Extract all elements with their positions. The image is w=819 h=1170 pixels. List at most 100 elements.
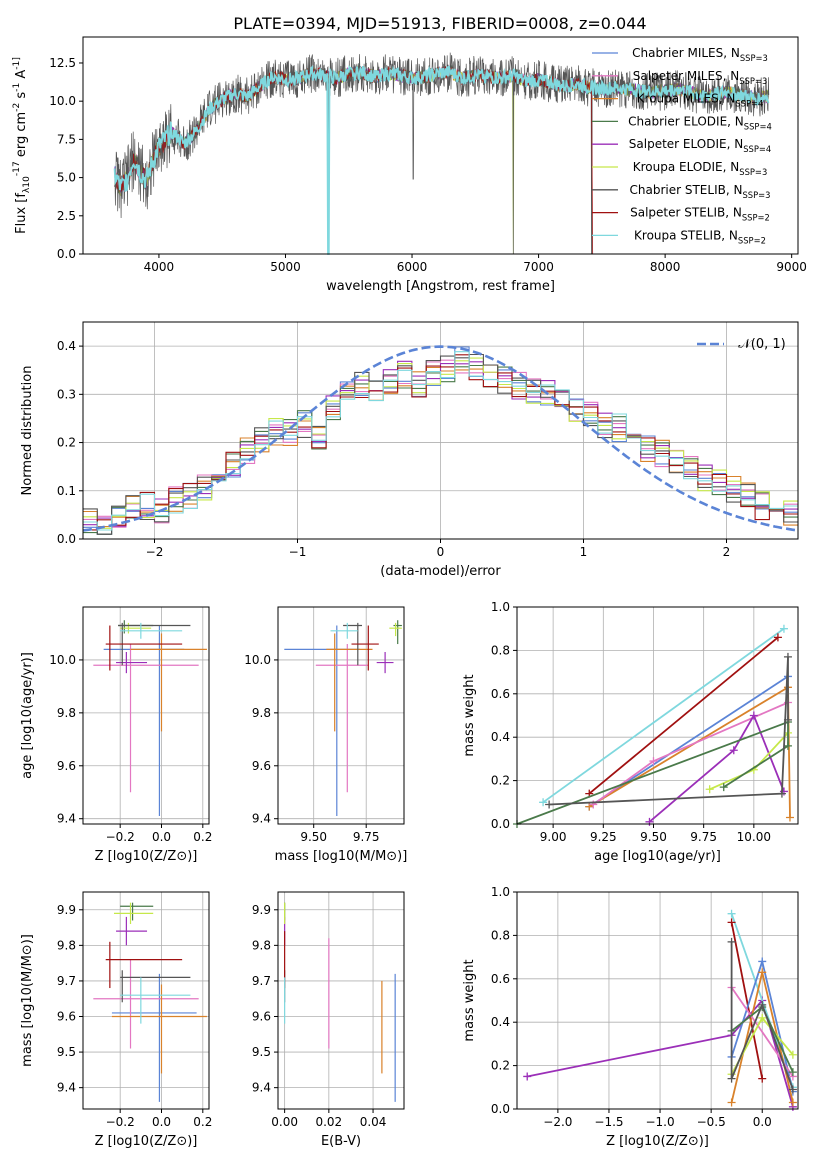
x-axis-label: Z [log10(Z/Z⊙)] bbox=[95, 849, 198, 864]
x-axis-label: Z [log10(Z/Z⊙)] bbox=[95, 1134, 198, 1149]
x-tick-label: 7000 bbox=[523, 260, 554, 274]
y-tick-label: 9.8 bbox=[57, 938, 76, 952]
y-tick-label: 9.8 bbox=[252, 706, 271, 720]
data-point-marker bbox=[758, 1074, 767, 1083]
y-tick-label: 9.7 bbox=[57, 974, 76, 988]
axes-frame bbox=[516, 606, 799, 825]
series-line bbox=[542, 627, 785, 804]
x-tick-label: 9.75 bbox=[690, 830, 717, 844]
y-tick-label: 0.0 bbox=[491, 1102, 510, 1116]
x-tick-label: 9.50 bbox=[640, 830, 667, 844]
data-point-marker bbox=[719, 783, 728, 792]
x-tick-label: 0.02 bbox=[315, 1115, 342, 1129]
data-point-marker bbox=[727, 918, 736, 927]
y-tick-label: 10.0 bbox=[244, 653, 271, 667]
x-tick-label: 10.00 bbox=[737, 830, 771, 844]
y-tick-label: 0.0 bbox=[57, 532, 76, 546]
y-tick-label: 9.4 bbox=[57, 812, 76, 826]
data-point-marker bbox=[539, 798, 548, 807]
x-axis-label: E(B-V) bbox=[321, 1134, 361, 1149]
data-point-marker bbox=[773, 633, 782, 642]
y-tick-label: 0.0 bbox=[491, 817, 510, 831]
data-point-marker bbox=[727, 1098, 736, 1107]
x-tick-label: 9.75 bbox=[353, 830, 380, 844]
y-tick-label: 9.9 bbox=[252, 903, 271, 917]
histogram-step bbox=[83, 351, 798, 531]
x-tick-label: 0.2 bbox=[193, 830, 212, 844]
x-axis-label: age [log10(age/yr)] bbox=[594, 849, 721, 864]
legend-label: Salpeter ELODIE, NSSP=4 bbox=[629, 137, 771, 154]
y-tick-label: 7.5 bbox=[57, 132, 76, 146]
y-tick-label: 9.6 bbox=[252, 759, 271, 773]
y-tick-label: 9.7 bbox=[252, 974, 271, 988]
data-point-marker bbox=[727, 909, 736, 918]
x-tick-label: −0.5 bbox=[697, 1115, 726, 1129]
x-tick-label: −1.5 bbox=[594, 1115, 623, 1129]
x-tick-label: 9.25 bbox=[590, 830, 617, 844]
data-point-marker bbox=[783, 715, 792, 724]
legend-label: Kroupa MILES, NSSP=4 bbox=[637, 92, 764, 109]
data-point-marker bbox=[749, 711, 758, 720]
legend-label: Chabrier STELIB, NSSP=3 bbox=[630, 183, 771, 200]
y-tick-label: 12.5 bbox=[49, 56, 76, 70]
legend-label: Chabrier MILES, NSSP=3 bbox=[632, 46, 768, 63]
panel-age-vs-mass: 9.50 9.75 9.4 9.6 9.8 10.0 mass [log10(M/M⊙)] bbox=[244, 606, 407, 864]
y-tick-label: 10.0 bbox=[49, 653, 76, 667]
data-point-marker bbox=[777, 789, 786, 798]
axes-frame bbox=[516, 891, 799, 1110]
series-line bbox=[730, 941, 794, 1090]
series-line bbox=[592, 701, 789, 806]
y-tick-label: 9.5 bbox=[252, 1045, 271, 1059]
data-point-marker bbox=[783, 652, 792, 661]
normal-curve bbox=[82, 345, 799, 532]
y-tick-label: 1.0 bbox=[491, 885, 510, 899]
legend-label: Chabrier ELODIE, NSSP=4 bbox=[628, 114, 772, 131]
data-point-marker bbox=[758, 957, 767, 966]
spectrum-line bbox=[114, 65, 594, 255]
data-point-marker bbox=[758, 1000, 767, 1009]
data-point-marker bbox=[727, 1074, 736, 1083]
panel-massweight-vs-age: 9.00 9.25 9.50 9.75 10.00 0.0 0.2 0.4 0.6 0.8 1.0 a… bbox=[462, 600, 799, 864]
data-point-marker bbox=[788, 1068, 797, 1077]
x-tick-label: −2.0 bbox=[543, 1115, 572, 1129]
y-tick-label: 0.8 bbox=[491, 643, 510, 657]
axes-frame bbox=[277, 891, 405, 1110]
y-tick-label: 1.0 bbox=[491, 600, 510, 614]
legend: Chabrier MILES, NSSP=3 Salpeter MILES, NS… bbox=[592, 46, 772, 245]
x-tick-label: 9000 bbox=[776, 260, 807, 274]
histogram-step bbox=[83, 357, 798, 529]
data-point-marker bbox=[705, 785, 714, 794]
axes-frame bbox=[82, 891, 210, 1110]
y-tick-label: 0.4 bbox=[57, 339, 76, 353]
series-line bbox=[588, 675, 789, 808]
y-tick-label: 5.0 bbox=[57, 171, 76, 185]
y-tick-label: 9.4 bbox=[57, 1081, 76, 1095]
y-tick-label: 0.0 bbox=[57, 247, 76, 261]
panel-spectrum: 4000 5000 6000 7000 8000 9000 0.0 2.5 5.0 7.5 10.0… bbox=[12, 36, 807, 294]
y-tick-label: 0.6 bbox=[491, 972, 510, 986]
x-tick-label: −0.2 bbox=[106, 830, 135, 844]
series-line bbox=[730, 922, 764, 1079]
x-tick-label: 0.0 bbox=[152, 1115, 171, 1129]
series-line bbox=[549, 656, 789, 806]
x-tick-label: 0.0 bbox=[753, 1115, 772, 1129]
y-axis-label: Flux [fλ10-17 erg cm-2 s-1 A-1] bbox=[12, 57, 32, 234]
y-tick-label: 9.8 bbox=[57, 706, 76, 720]
series-line bbox=[516, 720, 789, 825]
y-tick-label: 0.8 bbox=[491, 928, 510, 942]
data-point-marker bbox=[785, 813, 794, 822]
legend-label: Kroupa ELODIE, NSSP=3 bbox=[633, 160, 768, 177]
y-tick-label: 9.8 bbox=[252, 938, 271, 952]
axes-frame bbox=[277, 606, 405, 825]
series-line bbox=[588, 636, 779, 795]
x-tick-label: 2 bbox=[723, 545, 731, 559]
y-tick-label: 9.4 bbox=[252, 812, 271, 826]
panel-age-vs-z: −0.2 0.0 0.2 9.4 9.6 9.8 10.0 Z [log10(Z/Z⊙)] ag… bbox=[20, 606, 212, 864]
data-point-marker bbox=[758, 968, 767, 977]
x-tick-label: 9.50 bbox=[300, 830, 327, 844]
data-point-marker bbox=[788, 1098, 797, 1107]
legend-label: Kroupa STELIB, NSSP=2 bbox=[634, 228, 766, 245]
histogram-step bbox=[83, 353, 798, 535]
data-point-marker bbox=[788, 1050, 797, 1059]
